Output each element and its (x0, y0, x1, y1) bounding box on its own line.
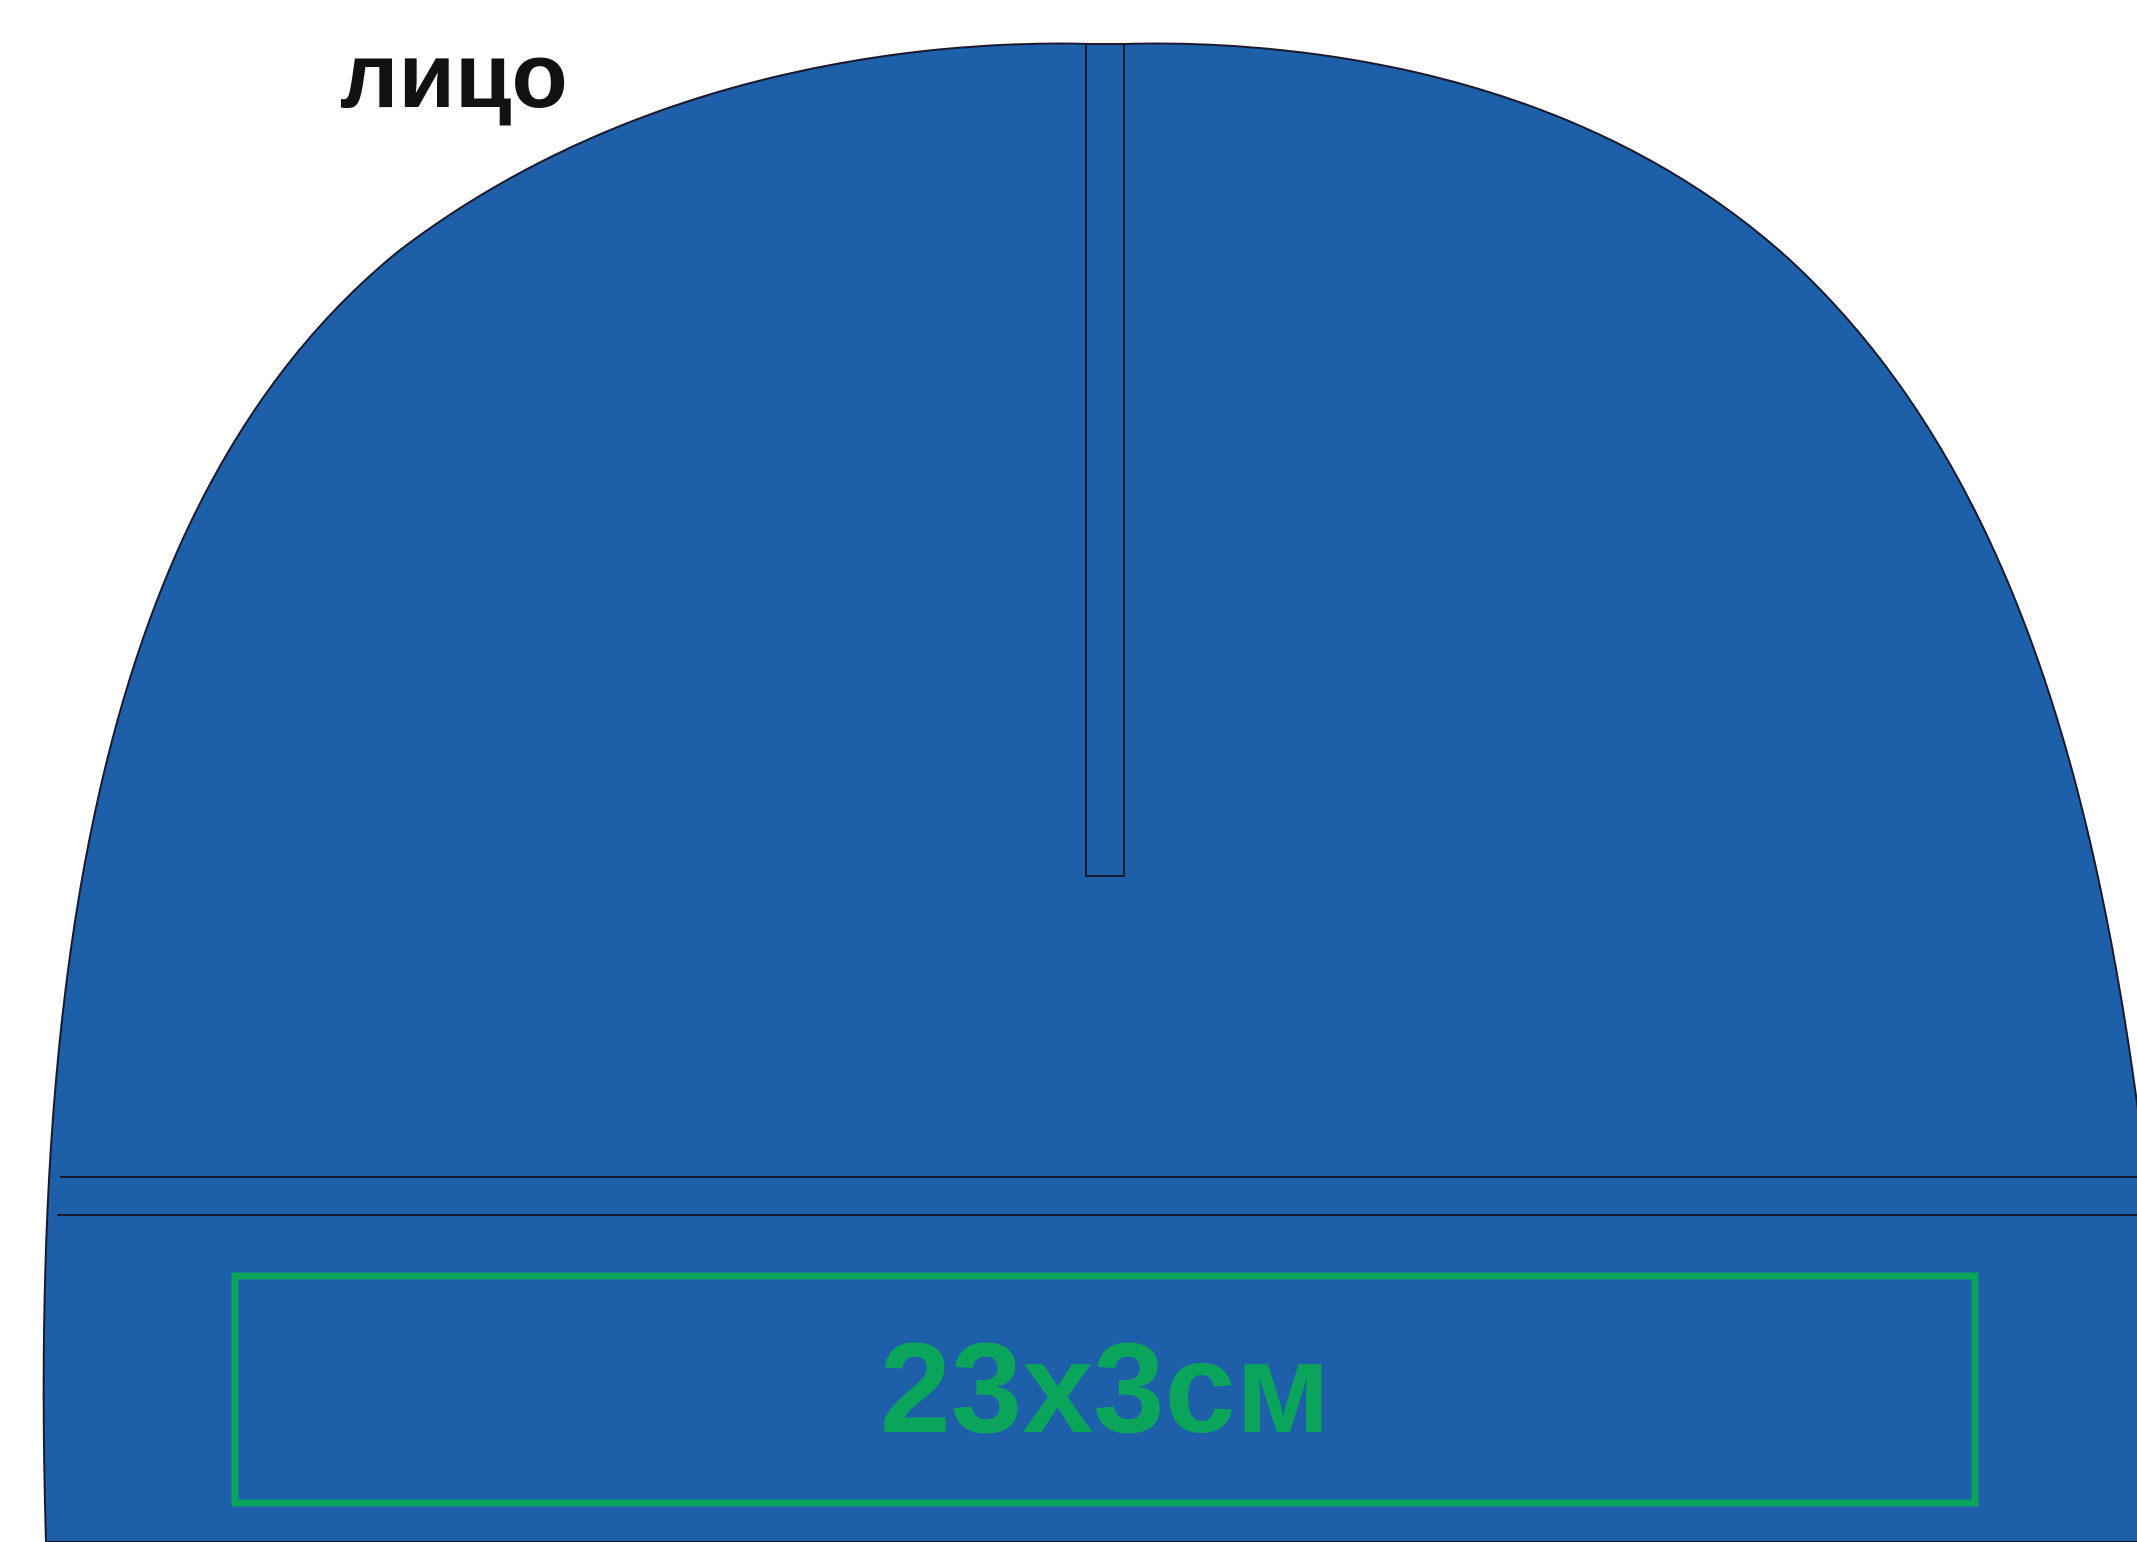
side-label: лицо (340, 25, 568, 127)
crown-seam-strip (1085, 43, 1125, 877)
print-area-size-label: 23х3см (880, 1317, 1331, 1460)
print-area-frame (231, 1272, 1979, 1507)
